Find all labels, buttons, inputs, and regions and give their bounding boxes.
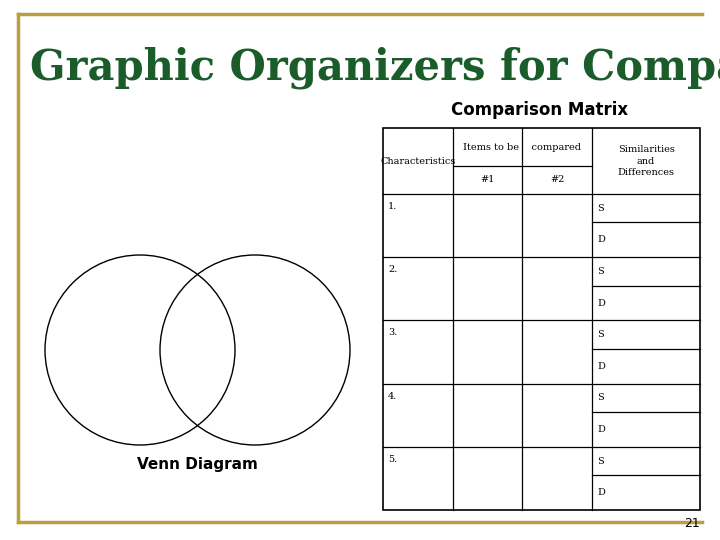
Text: S: S <box>597 456 604 465</box>
Text: S: S <box>597 393 604 402</box>
Text: D: D <box>597 362 605 371</box>
Text: Graphic Organizers for Comparisons: Graphic Organizers for Comparisons <box>30 47 720 89</box>
Text: Comparison Matrix: Comparison Matrix <box>451 101 629 119</box>
Text: 3.: 3. <box>388 328 397 338</box>
Text: S: S <box>597 204 604 213</box>
Text: 4.: 4. <box>388 392 397 401</box>
Text: Items to be    compared: Items to be compared <box>464 143 582 152</box>
Text: D: D <box>597 299 605 307</box>
Text: Similarities
and
Differences: Similarities and Differences <box>618 145 675 177</box>
Text: S: S <box>597 330 604 339</box>
Bar <box>383 128 700 510</box>
Text: Characteristics: Characteristics <box>380 157 456 165</box>
Text: D: D <box>597 425 605 434</box>
Text: 21: 21 <box>684 517 700 530</box>
Text: #1: #1 <box>480 176 495 185</box>
Text: D: D <box>597 488 605 497</box>
Text: #2: #2 <box>550 176 564 185</box>
Text: 2.: 2. <box>388 265 397 274</box>
Text: S: S <box>597 267 604 276</box>
Text: 5.: 5. <box>388 455 397 464</box>
Text: D: D <box>597 235 605 244</box>
Text: 1.: 1. <box>388 202 397 211</box>
Text: Venn Diagram: Venn Diagram <box>137 457 258 472</box>
